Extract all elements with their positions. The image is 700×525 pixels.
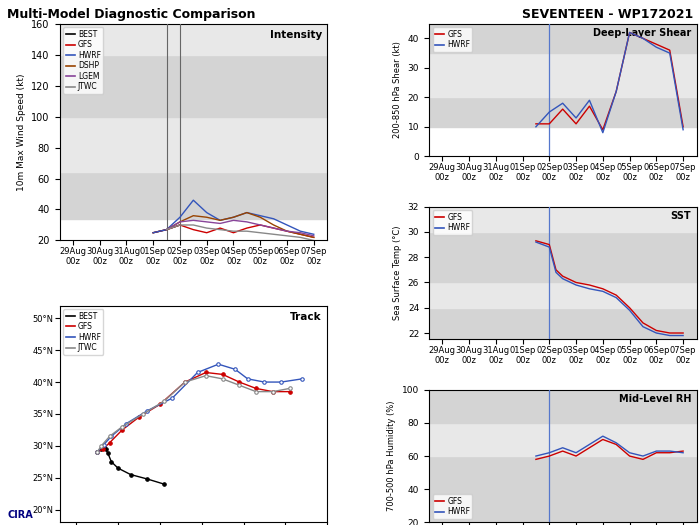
Bar xyxy=(429,97,696,127)
Text: CIRA: CIRA xyxy=(7,510,33,520)
Bar xyxy=(429,207,696,232)
Bar xyxy=(60,55,327,117)
Bar xyxy=(429,456,696,522)
Bar xyxy=(60,172,327,219)
Text: SST: SST xyxy=(671,211,691,220)
Text: Deep-Layer Shear: Deep-Layer Shear xyxy=(593,28,691,38)
Text: Track: Track xyxy=(290,312,322,322)
Bar xyxy=(60,219,327,240)
Legend: GFS, HWRF: GFS, HWRF xyxy=(433,211,473,235)
Bar xyxy=(60,117,327,172)
Y-axis label: 200-850 hPa Shear (kt): 200-850 hPa Shear (kt) xyxy=(393,41,402,139)
Bar xyxy=(429,390,696,423)
Bar xyxy=(429,232,696,282)
Legend: GFS, HWRF: GFS, HWRF xyxy=(433,27,473,51)
Text: Multi-Model Diagnostic Comparison: Multi-Model Diagnostic Comparison xyxy=(7,8,256,21)
Legend: BEST, GFS, HWRF, DSHP, LGEM, JTWC: BEST, GFS, HWRF, DSHP, LGEM, JTWC xyxy=(63,27,103,93)
Bar xyxy=(429,423,696,456)
Legend: BEST, GFS, HWRF, JTWC: BEST, GFS, HWRF, JTWC xyxy=(63,309,103,354)
Bar xyxy=(429,127,696,156)
Bar xyxy=(429,24,696,53)
Legend: GFS, HWRF: GFS, HWRF xyxy=(433,495,473,519)
Bar xyxy=(60,24,327,55)
Y-axis label: Sea Surface Temp (°C): Sea Surface Temp (°C) xyxy=(393,226,402,320)
Text: Mid-Level RH: Mid-Level RH xyxy=(619,394,691,404)
Y-axis label: 700-500 hPa Humidity (%): 700-500 hPa Humidity (%) xyxy=(387,401,396,511)
Y-axis label: 10m Max Wind Speed (kt): 10m Max Wind Speed (kt) xyxy=(17,74,26,191)
Bar xyxy=(429,53,696,97)
Text: SEVENTEEN - WP172021: SEVENTEEN - WP172021 xyxy=(522,8,693,21)
Bar xyxy=(429,308,696,339)
Text: Intensity: Intensity xyxy=(270,30,322,40)
Bar xyxy=(429,282,696,308)
